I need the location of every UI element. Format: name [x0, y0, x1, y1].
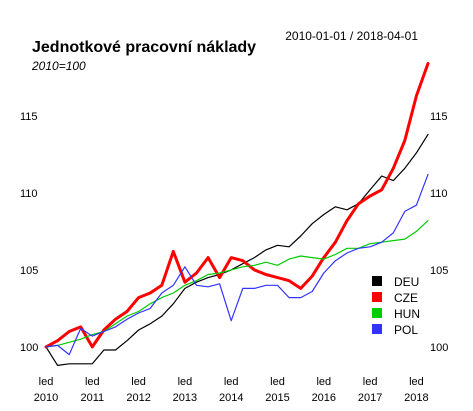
legend-label-deu: DEU	[394, 275, 419, 289]
legend-label-pol: POL	[394, 323, 418, 337]
x-tick-label-month: led	[39, 376, 54, 388]
chart-subtitle: 2010=100	[31, 59, 86, 73]
x-tick-label-year: 2018	[404, 392, 428, 404]
y-tick-label-right: 100	[430, 342, 448, 354]
series-line-deu	[45, 133, 429, 366]
y-tick-label-left: 110	[20, 188, 38, 200]
x-tick-label-year: 2010	[34, 392, 58, 404]
series-line-hun	[45, 220, 429, 348]
y-tick-label-right: 110	[430, 188, 448, 200]
x-tick-label-month: led	[363, 376, 378, 388]
x-tick-label-year: 2015	[265, 392, 289, 404]
legend-swatch-pol	[372, 324, 382, 334]
y-tick-label-left: 105	[20, 265, 38, 277]
x-tick-label-month: led	[409, 376, 424, 388]
y-tick-label-right: 115	[430, 111, 448, 123]
legend-label-hun: HUN	[394, 307, 420, 321]
y-tick-label-left: 100	[20, 342, 38, 354]
date-range: 2010-01-01 / 2018-04-01	[285, 29, 418, 43]
x-tick-label-year: 2016	[312, 392, 336, 404]
x-tick-label-year: 2014	[219, 392, 243, 404]
series-line-pol	[45, 173, 429, 356]
series-lines	[44, 62, 430, 366]
x-tick-label-month: led	[131, 376, 146, 388]
series-line-cze	[44, 62, 430, 349]
x-tick-label-month: led	[316, 376, 331, 388]
x-tick-label-month: led	[178, 376, 193, 388]
x-tick-label-year: 2012	[126, 392, 150, 404]
legend-swatch-cze	[372, 292, 382, 302]
legend-swatch-deu	[372, 276, 382, 286]
x-tick-label-year: 2017	[358, 392, 382, 404]
y-tick-label-left: 115	[20, 111, 38, 123]
axes: 100 100 105 105 110 110 115 115 led 2010 led 2011 le…	[20, 111, 448, 404]
x-tick-label-year: 2013	[173, 392, 197, 404]
x-tick-label-month: led	[270, 376, 285, 388]
legend-label-cze: CZE	[394, 291, 418, 305]
y-tick-label-right: 105	[430, 265, 448, 277]
x-tick-label-month: led	[224, 376, 239, 388]
legend-swatch-hun	[372, 308, 382, 318]
legend: DEU CZE HUN POL	[372, 275, 420, 337]
x-tick-label-month: led	[85, 376, 100, 388]
x-tick-label-year: 2011	[80, 392, 104, 404]
chart-title: Jednotkové pracovní náklady	[32, 39, 256, 56]
